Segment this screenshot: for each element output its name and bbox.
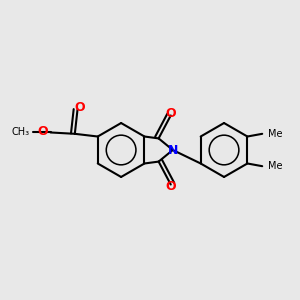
Text: O: O [165, 106, 176, 120]
Text: CH₃: CH₃ [11, 128, 29, 137]
Text: Me: Me [268, 161, 283, 171]
Text: O: O [37, 125, 48, 139]
Text: N: N [168, 143, 178, 157]
Text: O: O [165, 180, 176, 194]
Text: O: O [74, 100, 85, 114]
Text: Me: Me [268, 129, 283, 139]
